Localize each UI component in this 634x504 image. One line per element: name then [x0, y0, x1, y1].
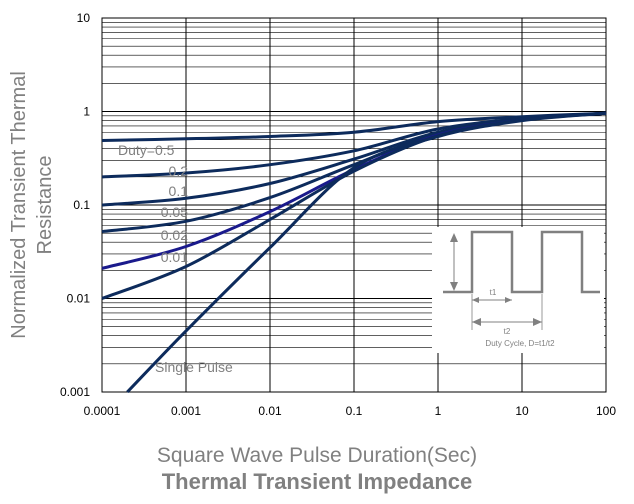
series-label-2: 0.1: [169, 183, 189, 199]
series-line-0: [101, 111, 607, 142]
x-tick-label: 0.001: [171, 404, 201, 418]
series-labels: Duty=0.5 0.2 0.1 0.05 0.02 0.01 Single Pulse: [118, 142, 233, 375]
y-tick-label: 10: [77, 11, 91, 25]
duty-cycle-inset: t1 t2 Duty Cycle, D=t1/t2: [432, 227, 604, 353]
chart-title: Thermal Transient Impedance: [161, 469, 473, 494]
x-tick-label: 0.1: [346, 404, 363, 418]
x-tick-labels: 0.0001 0.001 0.01 0.1 1 10 100: [84, 404, 617, 418]
t1-arrow-head-right: [505, 297, 512, 303]
duty-cycle-formula: Duty Cycle, D=t1/t2: [485, 339, 555, 348]
series-label-5: 0.01: [161, 249, 188, 265]
y-tick-label: 0.1: [73, 198, 90, 212]
t2-label: t2: [504, 327, 511, 336]
series-label-1: 0.2: [169, 163, 189, 179]
x-tick-label: 0.01: [258, 404, 282, 418]
square-wave: [443, 230, 600, 294]
series-lines: [101, 111, 607, 394]
x-tick-label: 100: [596, 404, 616, 418]
x-axis-label: Square Wave Pulse Duration(Sec): [156, 444, 478, 467]
t1-arrow-head-left: [472, 297, 479, 303]
x-tick-label: 1: [435, 404, 442, 418]
amplitude-arrow-head-bottom: [450, 282, 458, 291]
x-tick-label: 10: [515, 404, 529, 418]
y-axis-label-line-1: Normalized Transient Thermal: [8, 71, 30, 339]
y-tick-label: 0.001: [60, 385, 90, 399]
t1-label: t1: [490, 288, 497, 297]
series-label-3: 0.05: [161, 204, 188, 220]
amplitude-arrow-head-top: [450, 233, 458, 242]
series-label-6: Single Pulse: [155, 359, 233, 375]
series-label-0: Duty=0.5: [118, 142, 175, 158]
series-line-6: [126, 111, 607, 394]
t2-arrow-head-right: [533, 318, 542, 326]
y-tick-label: 0.01: [67, 292, 91, 306]
y-axis-label-line-2: Resistance: [34, 156, 56, 255]
t2-arrow-head-left: [472, 318, 481, 326]
y-tick-labels: 0.001 0.01 0.1 1 10: [60, 11, 90, 399]
y-tick-label: 1: [83, 105, 90, 119]
series-label-4: 0.02: [161, 227, 188, 243]
inset-background: [432, 227, 604, 353]
x-tick-label: 0.0001: [84, 404, 121, 418]
